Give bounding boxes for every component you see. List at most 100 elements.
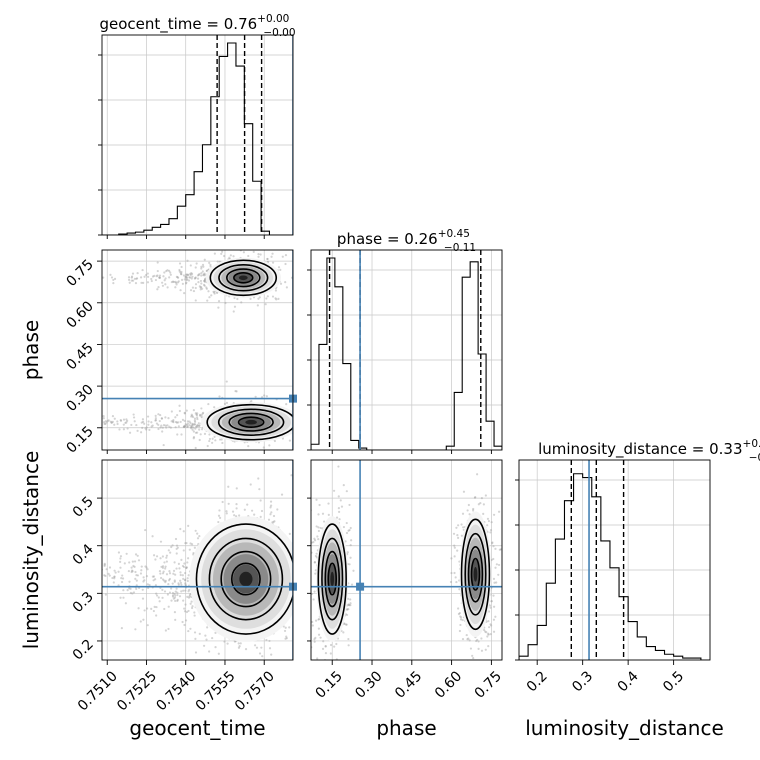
sample-point [269,500,273,503]
sample-point [453,544,456,547]
sample-point [249,297,252,301]
sample-point [143,579,146,582]
sample-point [184,275,187,278]
sample-point [220,438,223,441]
sample-point [311,624,314,627]
sample-point [174,420,178,424]
sample-point [208,437,212,441]
sample-point [319,526,322,530]
sample-point [191,422,194,425]
sample-point [348,503,351,507]
sample-point [185,541,188,545]
sample-point [170,410,173,413]
sample-point [154,417,157,420]
sample-point [189,542,192,545]
sample-point [189,264,192,267]
sample-point [130,275,134,278]
sample-point [161,284,165,287]
sample-point [268,639,271,643]
sample-point [185,276,188,279]
sample-point [186,259,189,262]
sample-point [191,415,195,419]
sample-point [349,544,352,547]
sample-point [247,445,250,448]
sample-point [163,279,166,282]
sample-point [223,402,227,405]
sample-point [168,425,171,428]
sample-point [150,277,153,281]
sample-point [321,647,325,650]
sample-point [494,615,497,618]
sample-point [127,276,131,279]
sample-point [184,603,187,606]
sample-point [165,426,168,429]
sample-point [492,577,496,580]
sample-point [279,268,282,271]
sample-point [477,503,480,506]
sample-point [188,420,191,423]
sample-point [197,281,200,284]
sample-point [161,588,164,591]
sample-point [272,514,276,518]
sample-point [450,557,453,560]
sample-point [182,599,185,602]
sample-point [313,561,317,564]
sample-point [141,420,145,423]
sample-point [272,520,275,524]
title-base: geocent_time = 0.76 [99,15,257,34]
sample-point [345,608,349,611]
sample-point [173,561,176,564]
sample-point [120,580,124,584]
sample-point [277,266,281,269]
sample-point [194,427,197,430]
sample-point [188,595,191,598]
sample-point [158,569,162,573]
sample-point [347,603,350,607]
sample-point [203,278,207,281]
sample-point [345,521,348,525]
sample-point [199,433,202,436]
sample-point [196,417,199,421]
sample-point [266,257,269,261]
sample-point [126,589,129,592]
sample-point [281,255,284,258]
sample-point [107,419,110,422]
sample-point [347,529,350,532]
sample-point [182,274,186,277]
sample-point [119,560,122,563]
sample-point [213,291,216,294]
sample-point [132,564,135,568]
sample-point [176,546,179,549]
sample-point [157,413,160,416]
sample-point [211,437,214,440]
sample-point [154,414,157,417]
contour-line [233,271,254,284]
sample-point [189,421,192,425]
sample-point [317,529,320,533]
sample-point [184,583,187,586]
sample-point [190,543,194,546]
sample-point [205,269,209,272]
sample-point [155,555,159,558]
sample-point [128,580,131,583]
sample-point [104,574,107,578]
sample-point [453,571,456,575]
sample-point [327,513,330,516]
sample-point [194,412,197,415]
sample-point [194,266,197,269]
title-superscript: +0.06 [743,438,760,450]
sample-point [180,278,184,281]
sample-point [217,652,220,655]
sample-point [347,608,350,611]
sample-point [171,591,175,595]
sample-point [180,558,183,561]
sample-point [179,289,182,292]
sample-point [156,261,159,264]
sample-point [329,652,332,655]
sample-point [250,509,254,512]
sample-point [143,422,146,425]
sample-point [152,554,156,557]
sample-point [130,279,133,282]
sample-point [188,548,191,551]
sample-point [274,297,277,300]
